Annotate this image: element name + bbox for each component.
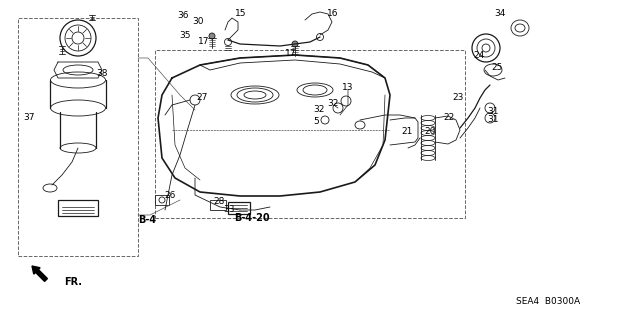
Text: 27: 27: [196, 93, 208, 102]
Text: 38: 38: [96, 69, 108, 78]
Text: 17: 17: [285, 48, 297, 57]
Text: 30: 30: [192, 18, 204, 26]
Bar: [18, 18, 138, 256]
Text: 15: 15: [236, 10, 247, 19]
Text: SEA4  B0300A: SEA4 B0300A: [516, 298, 580, 307]
Text: 31: 31: [487, 107, 499, 115]
Text: 13: 13: [342, 84, 354, 93]
Text: 32: 32: [327, 99, 339, 108]
FancyArrow shape: [32, 266, 47, 281]
Text: 20: 20: [424, 127, 436, 136]
Text: 33: 33: [223, 205, 235, 214]
Text: B-4-20: B-4-20: [234, 213, 270, 223]
Text: 32: 32: [314, 106, 324, 115]
Circle shape: [209, 33, 215, 39]
Text: 24: 24: [474, 51, 484, 61]
Circle shape: [292, 41, 298, 47]
Text: 17: 17: [198, 38, 210, 47]
Text: 21: 21: [401, 127, 413, 136]
Text: 34: 34: [494, 10, 506, 19]
Text: 35: 35: [179, 32, 191, 41]
Text: 5: 5: [313, 116, 319, 125]
Bar: [155, 50, 465, 218]
Bar: [58, 200, 98, 216]
Text: FR.: FR.: [64, 277, 82, 287]
Text: B-4: B-4: [138, 215, 156, 225]
Text: 16: 16: [327, 10, 339, 19]
Text: 25: 25: [492, 63, 502, 71]
Text: 37: 37: [23, 114, 35, 122]
Bar: [228, 202, 250, 214]
Text: 23: 23: [452, 93, 464, 101]
Text: 36: 36: [177, 11, 189, 19]
Text: 31: 31: [487, 115, 499, 123]
Text: 28: 28: [213, 197, 225, 206]
Bar: [210, 200, 226, 210]
Bar: [155, 195, 169, 205]
Text: 26: 26: [164, 190, 176, 199]
Text: 22: 22: [444, 114, 454, 122]
